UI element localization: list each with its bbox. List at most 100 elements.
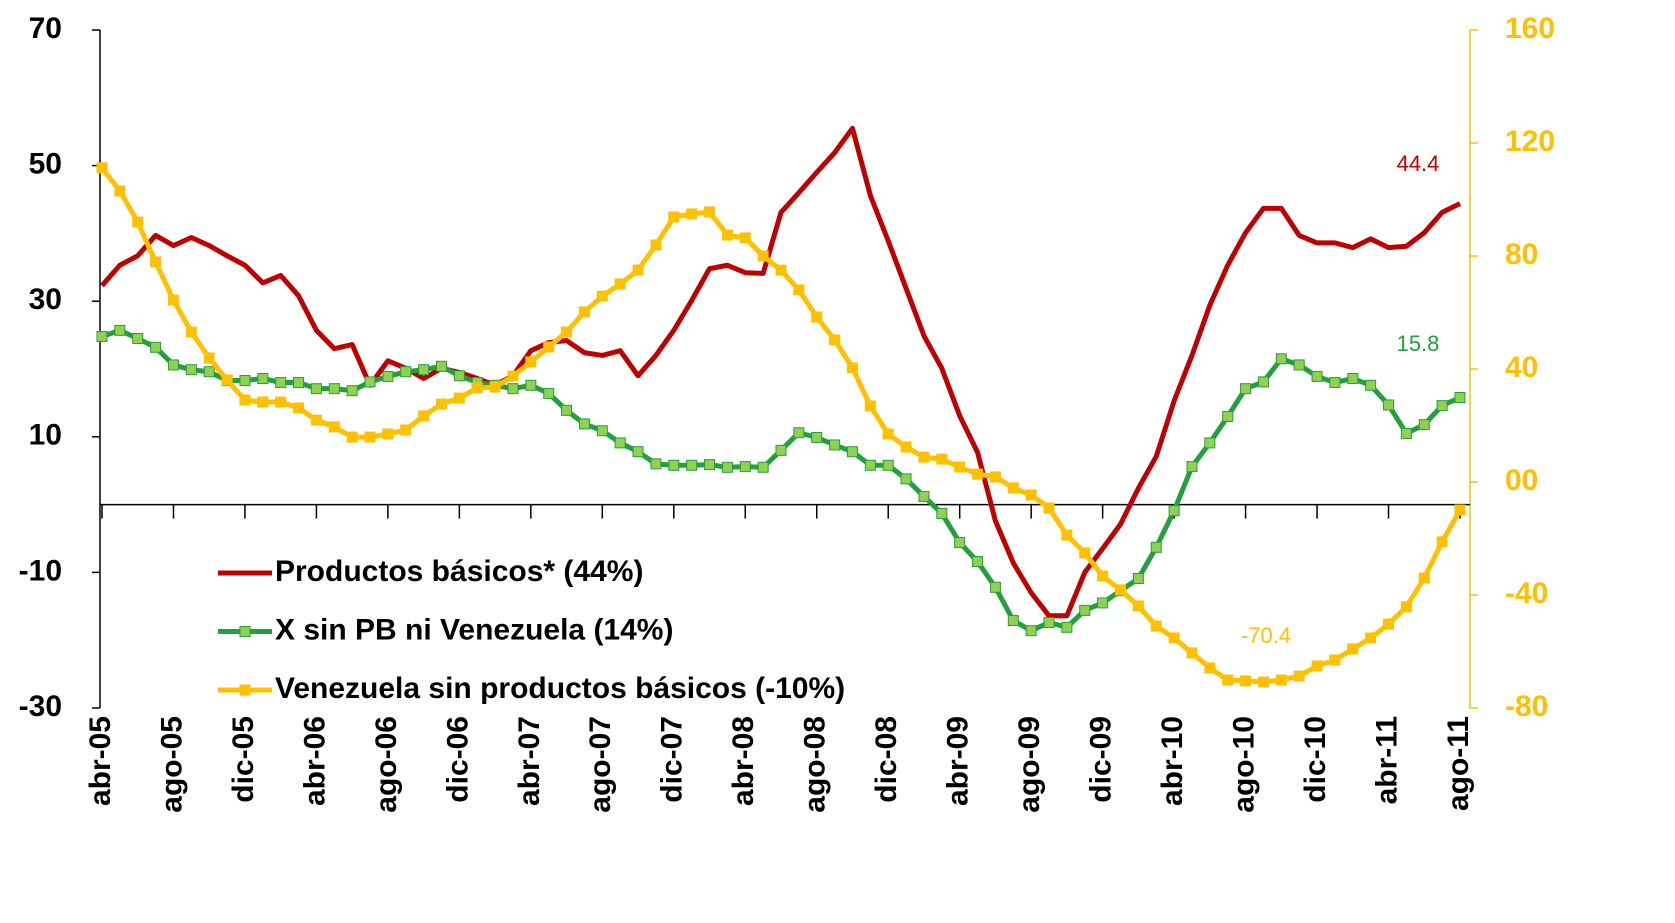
series-marker: [239, 394, 251, 406]
x-tick-label: ago-11: [1442, 716, 1475, 811]
series-marker: [1383, 618, 1395, 630]
series-marker: [793, 427, 805, 439]
x-tick-label: abr-10: [1156, 716, 1189, 806]
series-marker: [757, 461, 769, 473]
x-tick-label: dic-07: [656, 716, 689, 803]
series-marker: [882, 428, 894, 440]
y2-tick-label: -80: [1505, 690, 1548, 723]
series-marker: [1132, 573, 1144, 585]
series-marker: [400, 366, 412, 378]
series-marker: [114, 185, 126, 197]
series-marker: [1311, 660, 1323, 672]
x-tick-label: ago-07: [584, 716, 617, 813]
series-marker: [1365, 632, 1377, 644]
series-marker: [400, 424, 412, 436]
x-tick-label: dic-08: [870, 716, 903, 803]
series-marker: [221, 374, 233, 386]
series-marker: [382, 428, 394, 440]
series-marker: [686, 208, 698, 220]
series-marker: [846, 362, 858, 374]
series-marker: [1257, 676, 1269, 688]
series-marker: [632, 446, 644, 458]
series-marker: [650, 239, 662, 251]
series-marker: [1025, 489, 1037, 501]
x-tick-label: abr-07: [513, 716, 546, 806]
series-marker: [203, 366, 215, 378]
series-marker: [150, 341, 162, 353]
series-marker: [775, 264, 787, 276]
series-marker: [936, 507, 948, 519]
series-marker: [1079, 547, 1091, 559]
series-marker: [989, 471, 1001, 483]
series-marker: [1132, 600, 1144, 612]
series-marker: [1454, 391, 1466, 403]
y2-tick-label: 00: [1505, 464, 1538, 497]
series-marker: [489, 381, 501, 393]
series-marker: [900, 441, 912, 453]
series-marker: [596, 425, 608, 437]
x-tick-label: abr-09: [942, 716, 975, 806]
series-marker: [364, 376, 376, 388]
series-marker: [739, 461, 751, 473]
series-marker: [864, 400, 876, 412]
series-marker: [1275, 353, 1287, 365]
series-marker: [1436, 536, 1448, 548]
series-marker: [1204, 437, 1216, 449]
y2-tick-label: 160: [1505, 12, 1555, 45]
x-tick-label: ago-06: [370, 716, 403, 813]
series-marker: [811, 311, 823, 323]
x-tick-label: ago-05: [155, 716, 188, 813]
annotation: 44.4: [1397, 151, 1440, 176]
x-tick-label: dic-09: [1085, 716, 1118, 803]
x-tick-label: ago-08: [799, 716, 832, 813]
series-marker: [1168, 505, 1180, 517]
y-tick-label: 30: [29, 283, 62, 316]
series-marker: [257, 396, 269, 408]
series-marker: [364, 431, 376, 443]
series-marker: [1454, 504, 1466, 516]
series-marker: [1275, 674, 1287, 686]
series-marker: [739, 232, 751, 244]
series-marker: [275, 396, 287, 408]
series-marker: [864, 459, 876, 471]
legend-label: Productos básicos* (44%): [275, 555, 643, 588]
series-marker: [293, 377, 305, 389]
series-marker: [310, 414, 322, 426]
series-marker: [453, 370, 465, 382]
legend-label: X sin PB ni Venezuela (14%): [275, 613, 673, 646]
series-marker: [1365, 379, 1377, 391]
series-marker: [239, 375, 251, 387]
series-marker: [578, 306, 590, 318]
series-marker: [596, 290, 608, 302]
series-marker: [578, 418, 590, 430]
y-tick-label: -30: [19, 690, 62, 723]
x-tick-label: dic-05: [227, 716, 260, 803]
series-marker: [1204, 662, 1216, 674]
series-marker: [936, 453, 948, 465]
annotation: -70.4: [1241, 623, 1291, 648]
series-marker: [1436, 400, 1448, 412]
series-marker: [829, 439, 841, 451]
y-tick-label: 10: [29, 419, 62, 452]
series-marker: [310, 383, 322, 395]
series-marker: [114, 324, 126, 336]
series-marker: [1186, 647, 1198, 659]
series-marker: [1007, 615, 1019, 627]
series-marker: [1061, 621, 1073, 633]
series-marker: [293, 402, 305, 414]
series-marker: [882, 459, 894, 471]
series-marker: [328, 383, 340, 395]
series-marker: [328, 421, 340, 433]
legend-marker: [239, 626, 251, 637]
series-marker: [275, 377, 287, 389]
series-marker: [1186, 461, 1198, 473]
series-marker: [167, 294, 179, 306]
series-marker: [543, 387, 555, 399]
series-marker: [346, 431, 358, 443]
y2-tick-label: 80: [1505, 238, 1538, 271]
series-marker: [1257, 376, 1269, 388]
series-marker: [1311, 370, 1323, 382]
series-marker: [668, 211, 680, 223]
series-marker: [704, 206, 716, 218]
series-marker: [846, 446, 858, 458]
